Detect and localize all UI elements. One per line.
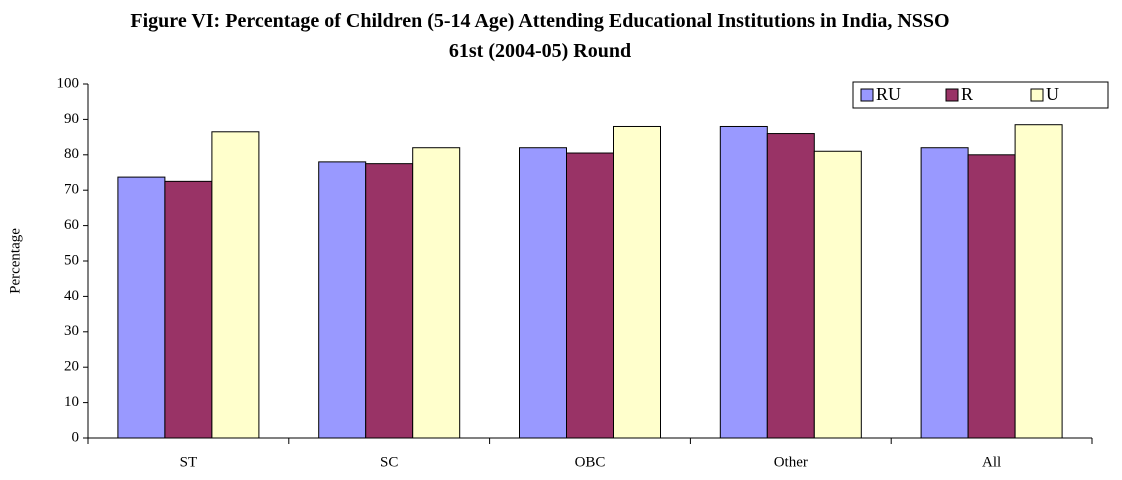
y-tick-label: 30 <box>64 323 79 339</box>
legend-swatch <box>860 88 874 102</box>
bar <box>117 176 166 439</box>
bar <box>719 125 768 439</box>
bar <box>967 154 1016 439</box>
y-tick-label: 100 <box>57 75 80 91</box>
bar <box>318 161 367 439</box>
y-tick-label: 0 <box>72 429 80 445</box>
x-tick-label: All <box>982 454 1001 470</box>
legend-label: U <box>1046 84 1059 104</box>
x-tick-label: OBC <box>575 454 606 470</box>
y-tick-label: 40 <box>64 288 79 304</box>
bar <box>519 147 567 439</box>
y-tick-label: 10 <box>64 394 79 410</box>
bar <box>613 125 661 439</box>
bar <box>365 163 414 439</box>
legend-label: R <box>961 84 973 104</box>
y-axis-label: Percentage <box>7 228 23 294</box>
chart-title: Figure VI: Percentage of Children (5-14 … <box>130 10 950 62</box>
x-tick-label: ST <box>180 454 198 470</box>
x-tick-label: Other <box>774 454 808 470</box>
bar <box>164 180 213 439</box>
bar <box>766 133 815 439</box>
y-tick-label: 80 <box>64 146 79 162</box>
y-tick-label: 50 <box>64 252 79 268</box>
y-tick-label: 70 <box>64 182 79 198</box>
y-tick-label: 90 <box>64 111 79 127</box>
legend-swatch <box>1030 88 1044 102</box>
bar <box>920 147 969 439</box>
bar <box>412 147 461 439</box>
bar <box>813 150 862 439</box>
x-tick-label: SC <box>380 454 398 470</box>
bar <box>211 131 260 439</box>
bar <box>1014 124 1063 439</box>
y-tick-label: 60 <box>64 217 79 233</box>
legend-box <box>852 81 1109 109</box>
legend-label: RU <box>876 84 901 104</box>
legend-swatch <box>945 88 959 102</box>
y-tick-label: 20 <box>64 359 79 375</box>
bar <box>566 152 614 439</box>
